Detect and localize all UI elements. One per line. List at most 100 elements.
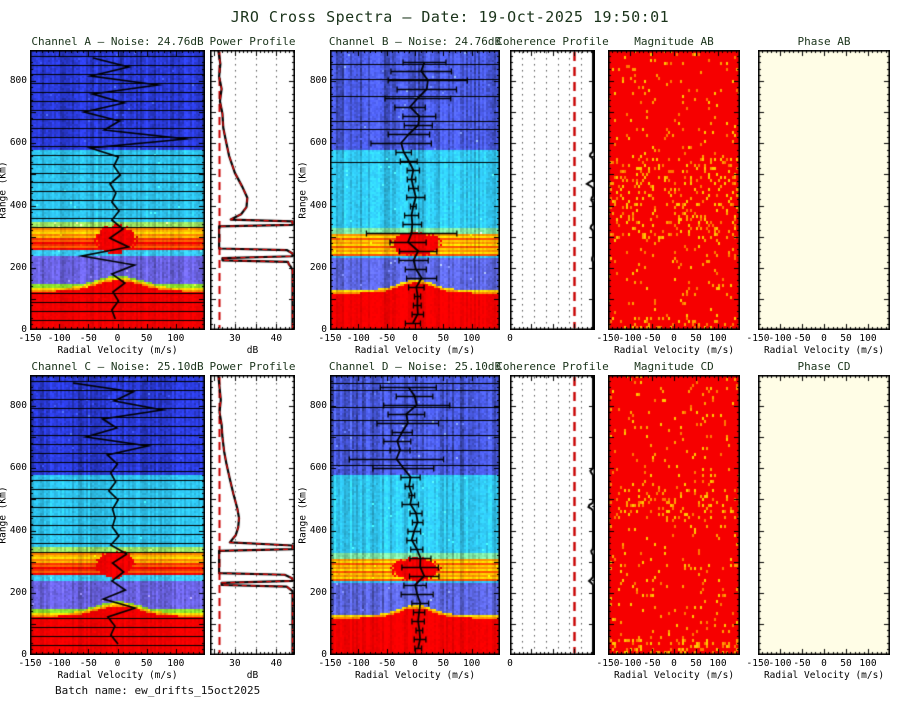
power-profile-ab-title: Power Profile	[209, 35, 296, 48]
phase-ab-xtitle: Radial Velocity (m/s)	[763, 345, 885, 356]
magnitude-cd-xtick-3: 0	[671, 658, 677, 669]
channel-b-ytick-2: 400	[309, 199, 327, 211]
power-profile-cd-plot	[210, 375, 295, 655]
channel-d-xtick-5: 100	[463, 658, 481, 669]
phase-ab-xtick-4: 50	[840, 333, 852, 344]
channel-c-ytick-0: 0	[21, 649, 27, 660]
channel-a-xtick-2: -50	[79, 333, 97, 344]
phase-cd-xtick-4: 50	[840, 658, 852, 669]
channel-b-ytick-0: 0	[321, 324, 327, 335]
channel-c-xtick-4: 50	[140, 658, 153, 669]
channel-b-ytick-1: 200	[309, 261, 327, 273]
channel-c-ytick-1: 200	[9, 586, 27, 598]
channel-a-title: Channel A – Noise: 24.76dB	[31, 35, 204, 48]
phase-ab-plot	[758, 50, 890, 330]
figure-title: JRO Cross Spectra – Date: 19-Oct-2025 19…	[230, 8, 670, 26]
phase-cd-xtick-1: -100	[768, 658, 792, 669]
channel-b-plot	[330, 50, 500, 330]
power-profile-ab-xtitle: dB	[246, 345, 259, 356]
batch-name-label: Batch name: ew_drifts_15oct2025	[55, 684, 261, 697]
channel-b-xtick-0: -150	[318, 333, 342, 344]
phase-cd-xtitle: Radial Velocity (m/s)	[763, 670, 885, 681]
magnitude-ab-xtick-4: 50	[690, 333, 702, 344]
channel-a-xtitle: Radial Velocity (m/s)	[57, 345, 178, 356]
channel-d-range-label: Range (Km)	[297, 486, 309, 544]
power-profile-ab-plot	[210, 50, 295, 330]
channel-a-ytick-4: 800	[9, 75, 27, 87]
power-profile-cd-title: Power Profile	[209, 360, 296, 373]
channel-c-xtick-3: 0	[114, 658, 121, 669]
channel-b-ytick-4: 800	[309, 75, 327, 87]
channel-b-xtitle: Radial Velocity (m/s)	[354, 345, 476, 356]
channel-d-xtick-0: -150	[318, 658, 342, 669]
channel-a-range-label: Range (Km)	[0, 161, 9, 219]
coherence-profile-ab-plot	[510, 50, 595, 330]
channel-d-ytick-1: 200	[309, 586, 327, 598]
channel-b-xtick-5: 100	[463, 333, 481, 344]
channel-d-xtitle: Radial Velocity (m/s)	[354, 670, 476, 681]
channel-b-xtick-3: 0	[412, 333, 418, 344]
magnitude-cd-xtick-4: 50	[690, 658, 702, 669]
power-profile-ab-xtick-1: 40	[270, 333, 283, 344]
channel-a-xtick-0: -150	[18, 333, 42, 344]
magnitude-ab-title: Magnitude AB	[634, 35, 714, 48]
coherence-profile-ab-title: Coherence Profile	[496, 35, 609, 48]
magnitude-cd-xtitle: Radial Velocity (m/s)	[613, 670, 735, 681]
coherence-profile-cd-plot	[510, 375, 595, 655]
channel-d-xtick-4: 50	[437, 658, 450, 669]
phase-cd-xtick-2: -50	[793, 658, 811, 669]
channel-c-ytick-3: 600	[9, 462, 27, 474]
channel-a-xtick-1: -100	[47, 333, 71, 344]
channel-b-xtick-2: -50	[378, 333, 396, 344]
channel-a-xtick-3: 0	[114, 333, 121, 344]
channel-a-xtick-4: 50	[140, 333, 153, 344]
power-profile-cd-xtick-1: 40	[270, 658, 283, 669]
channel-d-ytick-4: 800	[309, 400, 327, 412]
power-profile-cd-xtitle: dB	[246, 670, 259, 681]
channel-d-ytick-3: 600	[309, 462, 327, 474]
magnitude-ab-xtick-5: 100	[709, 333, 727, 344]
channel-d-ytick-2: 400	[309, 524, 327, 536]
magnitude-ab-xtick-0: -150	[596, 333, 620, 344]
channel-d-xtick-3: 0	[412, 658, 418, 669]
channel-a-ytick-3: 600	[9, 137, 27, 149]
phase-cd-plot	[758, 375, 890, 655]
channel-d-plot	[330, 375, 500, 655]
phase-ab-xtick-1: -100	[768, 333, 792, 344]
coherence-profile-cd-title: Coherence Profile	[496, 360, 609, 373]
channel-c-range-label: Range (Km)	[0, 486, 9, 544]
power-profile-ab-xtick-0: 30	[229, 333, 241, 344]
magnitude-ab-xtitle: Radial Velocity (m/s)	[613, 345, 735, 356]
channel-c-plot	[30, 375, 205, 655]
channel-a-ytick-1: 200	[9, 261, 27, 273]
channel-c-title: Channel C – Noise: 25.10dB	[31, 360, 204, 373]
channel-b-range-label: Range (Km)	[297, 161, 309, 219]
channel-a-ytick-2: 400	[9, 199, 27, 211]
channel-a-ytick-0: 0	[21, 324, 27, 335]
magnitude-cd-xtick-5: 100	[709, 658, 727, 669]
phase-ab-title: Phase AB	[797, 35, 851, 48]
magnitude-ab-plot	[608, 50, 740, 330]
phase-ab-xtick-2: -50	[793, 333, 811, 344]
channel-b-title: Channel B – Noise: 24.76dB	[328, 35, 502, 48]
phase-ab-xtick-0: -150	[746, 333, 770, 344]
channel-a-xtick-5: 100	[167, 333, 185, 344]
channel-d-ytick-0: 0	[321, 649, 327, 660]
phase-ab-xtick-5: 100	[859, 333, 877, 344]
magnitude-cd-xtick-0: -150	[596, 658, 620, 669]
channel-c-ytick-4: 800	[9, 400, 27, 412]
coherence-profile-ab-xtick-0: 0	[507, 333, 513, 344]
phase-ab-xtick-3: 0	[821, 333, 827, 344]
channel-c-xtick-0: -150	[18, 658, 42, 669]
magnitude-ab-xtick-3: 0	[671, 333, 677, 344]
channel-a-plot	[30, 50, 205, 330]
channel-d-xtick-1: -100	[346, 658, 370, 669]
phase-cd-xtick-3: 0	[821, 658, 827, 669]
channel-c-xtick-1: -100	[47, 658, 71, 669]
channel-d-title: Channel D – Noise: 25.10dB	[328, 360, 502, 373]
channel-d-xtick-2: -50	[378, 658, 396, 669]
channel-b-xtick-1: -100	[346, 333, 370, 344]
magnitude-ab-xtick-1: -100	[618, 333, 642, 344]
